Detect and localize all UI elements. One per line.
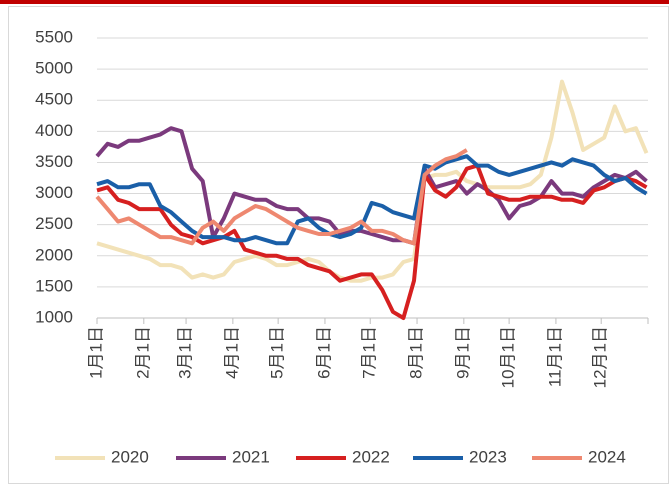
x-tick-label: 4月1日 <box>222 326 241 379</box>
y-tick-label: 5000 <box>35 59 73 78</box>
x-tick-label: 1月1日 <box>86 326 105 379</box>
x-tick-label: 12月1日 <box>591 326 610 388</box>
x-tick-label: 9月1日 <box>453 326 472 379</box>
y-tick-label: 2000 <box>35 245 73 264</box>
legend-label: 2020 <box>111 447 149 466</box>
y-tick-label: 1000 <box>35 307 73 326</box>
x-tick-label: 5月1日 <box>268 326 287 379</box>
x-tick-label: 6月1日 <box>314 326 333 379</box>
series-line <box>95 148 468 246</box>
series-line <box>96 163 648 320</box>
y-tick-label: 4000 <box>35 121 73 140</box>
y-tick-label: 3500 <box>35 152 73 171</box>
legend-label: 2021 <box>232 447 270 466</box>
x-tick-label: 8月1日 <box>407 326 426 379</box>
legend-label: 2024 <box>588 447 626 466</box>
series-line <box>96 154 648 246</box>
y-tick-label: 4500 <box>35 90 73 109</box>
x-tick-label: 10月1日 <box>499 326 518 388</box>
series-line <box>95 126 648 246</box>
y-tick-label: 5500 <box>35 27 73 46</box>
y-tick-label: 1500 <box>35 276 73 295</box>
x-tick-label: 2月1日 <box>133 326 152 379</box>
legend-label: 2022 <box>352 447 390 466</box>
x-tick-label: 11月1日 <box>545 326 564 387</box>
y-tick-label: 2500 <box>35 214 73 233</box>
y-tick-label: 3000 <box>35 183 73 202</box>
x-tick-label: 3月1日 <box>176 326 195 379</box>
top-bar <box>0 0 669 4</box>
legend-label: 2023 <box>469 447 507 466</box>
x-tick-label: 7月1日 <box>360 326 379 379</box>
